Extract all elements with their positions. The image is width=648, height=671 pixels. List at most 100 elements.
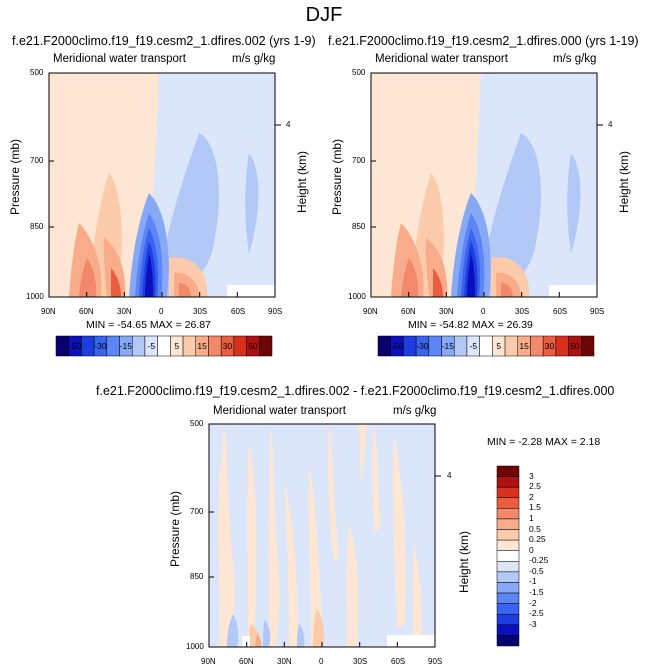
colorbar-label: 1.5: [529, 502, 541, 513]
panel-title: f.e21.F2000climo.f19_f19.cesm2_1.dfires.…: [12, 34, 316, 48]
y-axis-ticks: [209, 423, 441, 648]
colorbar-label: -50: [390, 341, 404, 351]
x-tick-label: 30S: [353, 657, 368, 666]
x-axis-ticks: [370, 292, 598, 297]
colorbar-label: 15: [519, 341, 529, 351]
colorbar-swatch: [496, 571, 520, 583]
y-tick-label: 700: [190, 507, 204, 516]
colorbar-label: 5: [496, 341, 502, 351]
colorbar-label: -50: [68, 341, 82, 351]
colorbar-swatch: [496, 592, 520, 604]
colorbar-label: -0.25: [529, 555, 549, 566]
y-axis-ticks: [49, 72, 281, 298]
x-tick-label: 90N: [41, 307, 56, 316]
colorbar-label: 2: [529, 491, 534, 502]
colorbar-swatch: [496, 624, 520, 636]
colorbar-swatch: [496, 508, 520, 520]
colorbar-label: 50: [570, 341, 580, 351]
y-tick-label: 850: [352, 222, 366, 231]
units-label: m/s g/kg: [232, 53, 276, 65]
y-tick-label: 850: [30, 222, 44, 231]
colorbar-swatch: [259, 335, 273, 357]
x-axis-ticks: [208, 642, 436, 647]
y2-tick-label: 4: [286, 120, 291, 129]
min-max-label: MIN = -2.28 MAX = 2.18: [487, 436, 601, 448]
colorbar-swatch: [496, 476, 520, 488]
y-tick-label: 850: [190, 572, 204, 581]
colorbar-swatch: [581, 335, 595, 357]
panel-title: f.e21.F2000climo.f19_f19.cesm2_1.dfires.…: [328, 34, 639, 48]
y-axis-ticks: [371, 72, 603, 298]
x-tick-label: 90S: [590, 307, 605, 316]
y-tick-label: 500: [190, 419, 204, 428]
panel-title: f.e21.F2000climo.f19_f19.cesm2_1.dfires.…: [96, 384, 615, 398]
contour-plot: [48, 72, 281, 298]
colorbar-swatch: [496, 539, 520, 551]
variable-label: Meridional water transport: [53, 53, 186, 65]
x-tick-label: 60S: [391, 657, 406, 666]
colorbar-label: -0.5: [529, 565, 544, 576]
colorbar-swatch: [496, 613, 520, 626]
colorbar-label: 1: [529, 512, 534, 523]
x-tick-label: 0: [159, 307, 164, 316]
colorbar: [377, 335, 595, 357]
contour-plot: [208, 423, 441, 648]
colorbar-label: -1.5: [529, 587, 544, 598]
colorbar-label: -30: [416, 341, 429, 351]
y2-axis-title: Height (km): [617, 151, 631, 214]
y-tick-label: 1000: [348, 292, 366, 301]
y2-tick-label: 4: [447, 471, 452, 480]
colorbar-label: 30: [222, 341, 233, 351]
colorbar-label: -15: [119, 341, 133, 351]
colorbar-label: -30: [94, 341, 107, 351]
colorbar-swatch: [496, 529, 520, 541]
colorbar-swatch: [496, 497, 520, 509]
y-tick-label: 500: [352, 68, 366, 77]
x-tick-label: 30S: [515, 307, 530, 316]
y-tick-label: 1000: [26, 292, 44, 301]
colorbar-label: 15: [197, 341, 207, 351]
colorbar-label: 50: [248, 341, 258, 351]
y2-axis-title: Height (km): [457, 531, 471, 594]
y-tick-label: 700: [352, 156, 366, 165]
colorbar-label: -2: [529, 597, 537, 608]
colorbar-label: -15: [441, 341, 455, 351]
colorbar-label: 0.5: [529, 523, 541, 534]
colorbar-label: 5: [174, 341, 180, 351]
colorbar-label: -1: [529, 576, 537, 587]
colorbar-swatch: [496, 635, 520, 647]
x-tick-label: 90S: [268, 307, 283, 316]
colorbar-label: -2.5: [529, 608, 544, 619]
y-axis-title: Pressure (mb): [330, 139, 344, 216]
x-tick-label: 90N: [363, 307, 378, 316]
figure-title: DJF: [305, 4, 343, 26]
colorbar: [55, 335, 273, 357]
y2-tick-label: 4: [608, 120, 613, 129]
x-tick-label: 60N: [239, 657, 254, 666]
x-tick-label: 30N: [277, 657, 292, 666]
x-tick-label: 30N: [439, 307, 454, 316]
variable-label: Meridional water transport: [375, 53, 508, 65]
colorbar-label: 30: [544, 341, 555, 351]
x-tick-label: 60N: [401, 307, 416, 316]
colorbar-swatch: [496, 550, 520, 562]
colorbar-label: 0.25: [529, 534, 546, 545]
contour-plot: [370, 72, 603, 298]
colorbar-swatch: [496, 561, 520, 573]
colorbar-label: -5: [469, 341, 478, 351]
colorbar-label: 0: [529, 544, 534, 555]
colorbar: [496, 465, 520, 647]
colorbar-label: -5: [147, 341, 156, 351]
y-tick-label: 1000: [186, 642, 204, 651]
colorbar-swatch: [496, 603, 520, 615]
y-axis-title: Pressure (mb): [168, 491, 182, 568]
y-axis-title: Pressure (mb): [8, 139, 22, 216]
x-tick-label: 30S: [193, 307, 208, 316]
units-label: m/s g/kg: [393, 405, 437, 417]
colorbar-swatch: [496, 465, 520, 477]
x-tick-label: 0: [481, 307, 486, 316]
x-tick-label: 90N: [201, 657, 216, 666]
min-max-label: MIN = -54.82 MAX = 26.39: [408, 319, 533, 331]
x-tick-label: 60S: [231, 307, 246, 316]
x-tick-label: 0: [319, 657, 324, 666]
